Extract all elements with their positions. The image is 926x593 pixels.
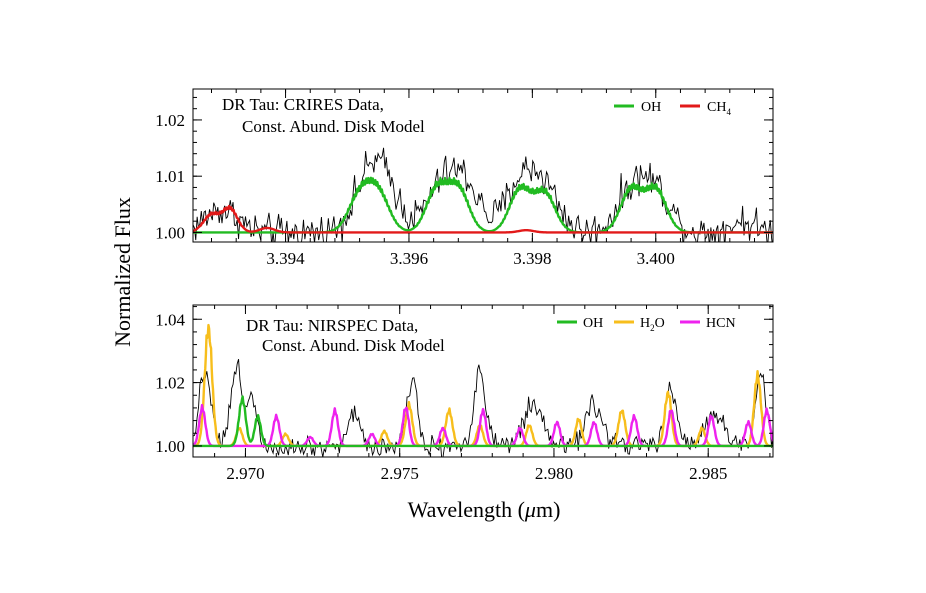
crires-title-line1: DR Tau: CRIRES Data, xyxy=(222,95,384,114)
crires-y-tick-label: 1.02 xyxy=(155,111,185,130)
x-axis-label: Wavelength (μm) xyxy=(408,497,561,522)
y-axis-label: Normalized Flux xyxy=(110,197,135,347)
crires-x-tick-label: 3.400 xyxy=(637,249,675,268)
nirspec-data-line xyxy=(193,359,773,457)
nirspec-ticks: 2.970 2.975 2.980 2.985 1.00 1.02 1.04 xyxy=(155,305,773,483)
crires-x-tick-label: 3.398 xyxy=(513,249,551,268)
crires-legend: OH CH4 xyxy=(614,100,731,117)
crires-model-series xyxy=(193,176,773,234)
nirspec-model-h2o-line xyxy=(193,323,773,448)
crires-panel: 3.394 3.396 3.398 3.400 1.00 1.01 1.02 DR Tau:… xyxy=(155,88,774,268)
nirspec-legend: OH H2O HCN xyxy=(557,316,736,333)
crires-x-tick-label: 3.394 xyxy=(266,249,305,268)
nirspec-panel: 2.970 2.975 2.980 2.985 1.00 1.02 1.04 DR Tau:… xyxy=(155,304,774,483)
crires-y-tick-label: 1.00 xyxy=(155,223,185,242)
nirspec-legend-h2o-label: H2O xyxy=(640,316,665,333)
nirspec-model-series xyxy=(193,323,773,448)
nirspec-title-line1: DR Tau: NIRSPEC Data, xyxy=(246,316,418,335)
nirspec-legend-oh-label: OH xyxy=(583,316,603,331)
crires-legend-ch4-label: CH4 xyxy=(707,100,731,117)
nirspec-data-series xyxy=(193,359,773,457)
nirspec-title-line2: Const. Abund. Disk Model xyxy=(262,336,445,355)
nirspec-y-tick-label: 1.00 xyxy=(155,437,185,456)
nirspec-model-hcn-line xyxy=(193,403,773,448)
crires-legend-oh-label: OH xyxy=(641,100,661,115)
nirspec-x-tick-label: 2.970 xyxy=(226,464,264,483)
crires-title-line2: Const. Abund. Disk Model xyxy=(242,117,425,136)
nirspec-y-tick-label: 1.04 xyxy=(155,310,185,329)
nirspec-x-tick-label: 2.980 xyxy=(535,464,573,483)
nirspec-x-tick-label: 2.975 xyxy=(381,464,419,483)
nirspec-legend-hcn-label: HCN xyxy=(706,316,736,331)
nirspec-axes-frame xyxy=(192,304,774,458)
crires-model-ch4-line xyxy=(193,204,773,234)
crires-x-tick-label: 3.396 xyxy=(390,249,428,268)
nirspec-x-tick-label: 2.985 xyxy=(689,464,727,483)
crires-ticks: 3.394 3.396 3.398 3.400 1.00 1.01 1.02 xyxy=(155,89,773,268)
nirspec-model-oh-line xyxy=(193,395,773,448)
crires-y-tick-label: 1.01 xyxy=(155,167,185,186)
nirspec-y-tick-label: 1.02 xyxy=(155,374,185,393)
